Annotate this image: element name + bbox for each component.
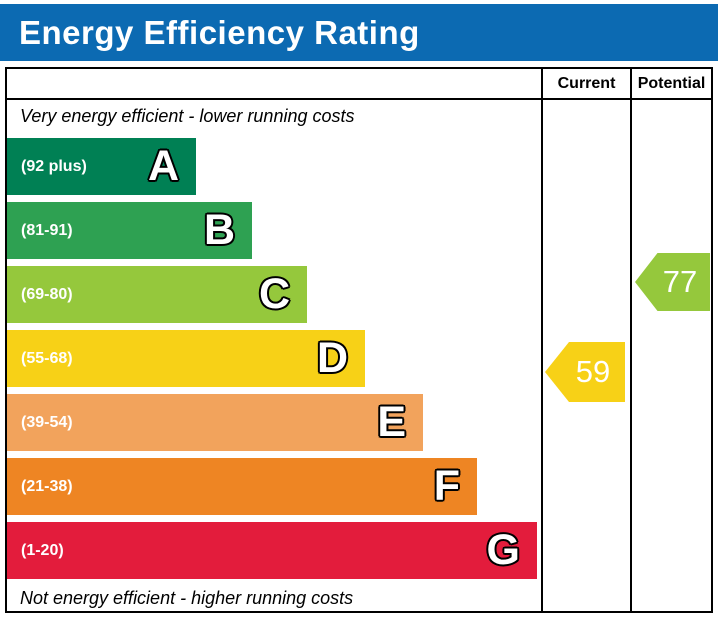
band-e: (39-54) E (7, 394, 423, 451)
band-d: (55-68) D (7, 330, 365, 387)
band-a-letter: A (147, 142, 179, 190)
potential-rating-value: 77 (662, 264, 698, 299)
page-title: Energy Efficiency Rating (19, 13, 420, 51)
band-g-letter: G (486, 526, 520, 574)
potential-column-header: Potential (637, 74, 706, 92)
potential-column-divider (630, 69, 632, 611)
band-a: (92 plus) A (7, 138, 196, 195)
band-f: (21-38) F (7, 458, 477, 515)
band-b-letter: B (203, 206, 235, 254)
current-rating-value: 59 (575, 354, 611, 389)
header-bar: Energy Efficiency Rating (0, 4, 718, 61)
top-note: Very energy efficient - lower running co… (20, 106, 355, 126)
band-b: (81-91) B (7, 202, 252, 259)
band-d-range: (55-68) (21, 349, 73, 367)
current-column-divider (541, 69, 543, 611)
band-e-letter: E (377, 398, 406, 446)
band-d-letter: D (316, 334, 348, 382)
band-c-letter: C (258, 270, 290, 318)
band-a-range: (92 plus) (21, 157, 87, 175)
current-rating-arrow: 59 (545, 342, 625, 402)
band-b-range: (81-91) (21, 221, 73, 239)
band-g-range: (1-20) (21, 541, 64, 559)
bottom-note: Not energy efficient - higher running co… (20, 588, 354, 608)
band-e-range: (39-54) (21, 413, 73, 431)
potential-rating-arrow: 77 (635, 253, 710, 311)
rating-table: Current Potential Very energy efficient … (5, 67, 713, 613)
header-row-border (7, 98, 711, 100)
band-c-range: (69-80) (21, 285, 73, 303)
band-c: (69-80) C (7, 266, 307, 323)
band-f-range: (21-38) (21, 477, 73, 495)
band-g: (1-20) G (7, 522, 537, 579)
current-column-header: Current (557, 74, 616, 92)
rating-bands: (92 plus) A (81-91) B (69-80) C (55-68) … (7, 138, 537, 579)
band-f-letter: F (433, 462, 460, 510)
